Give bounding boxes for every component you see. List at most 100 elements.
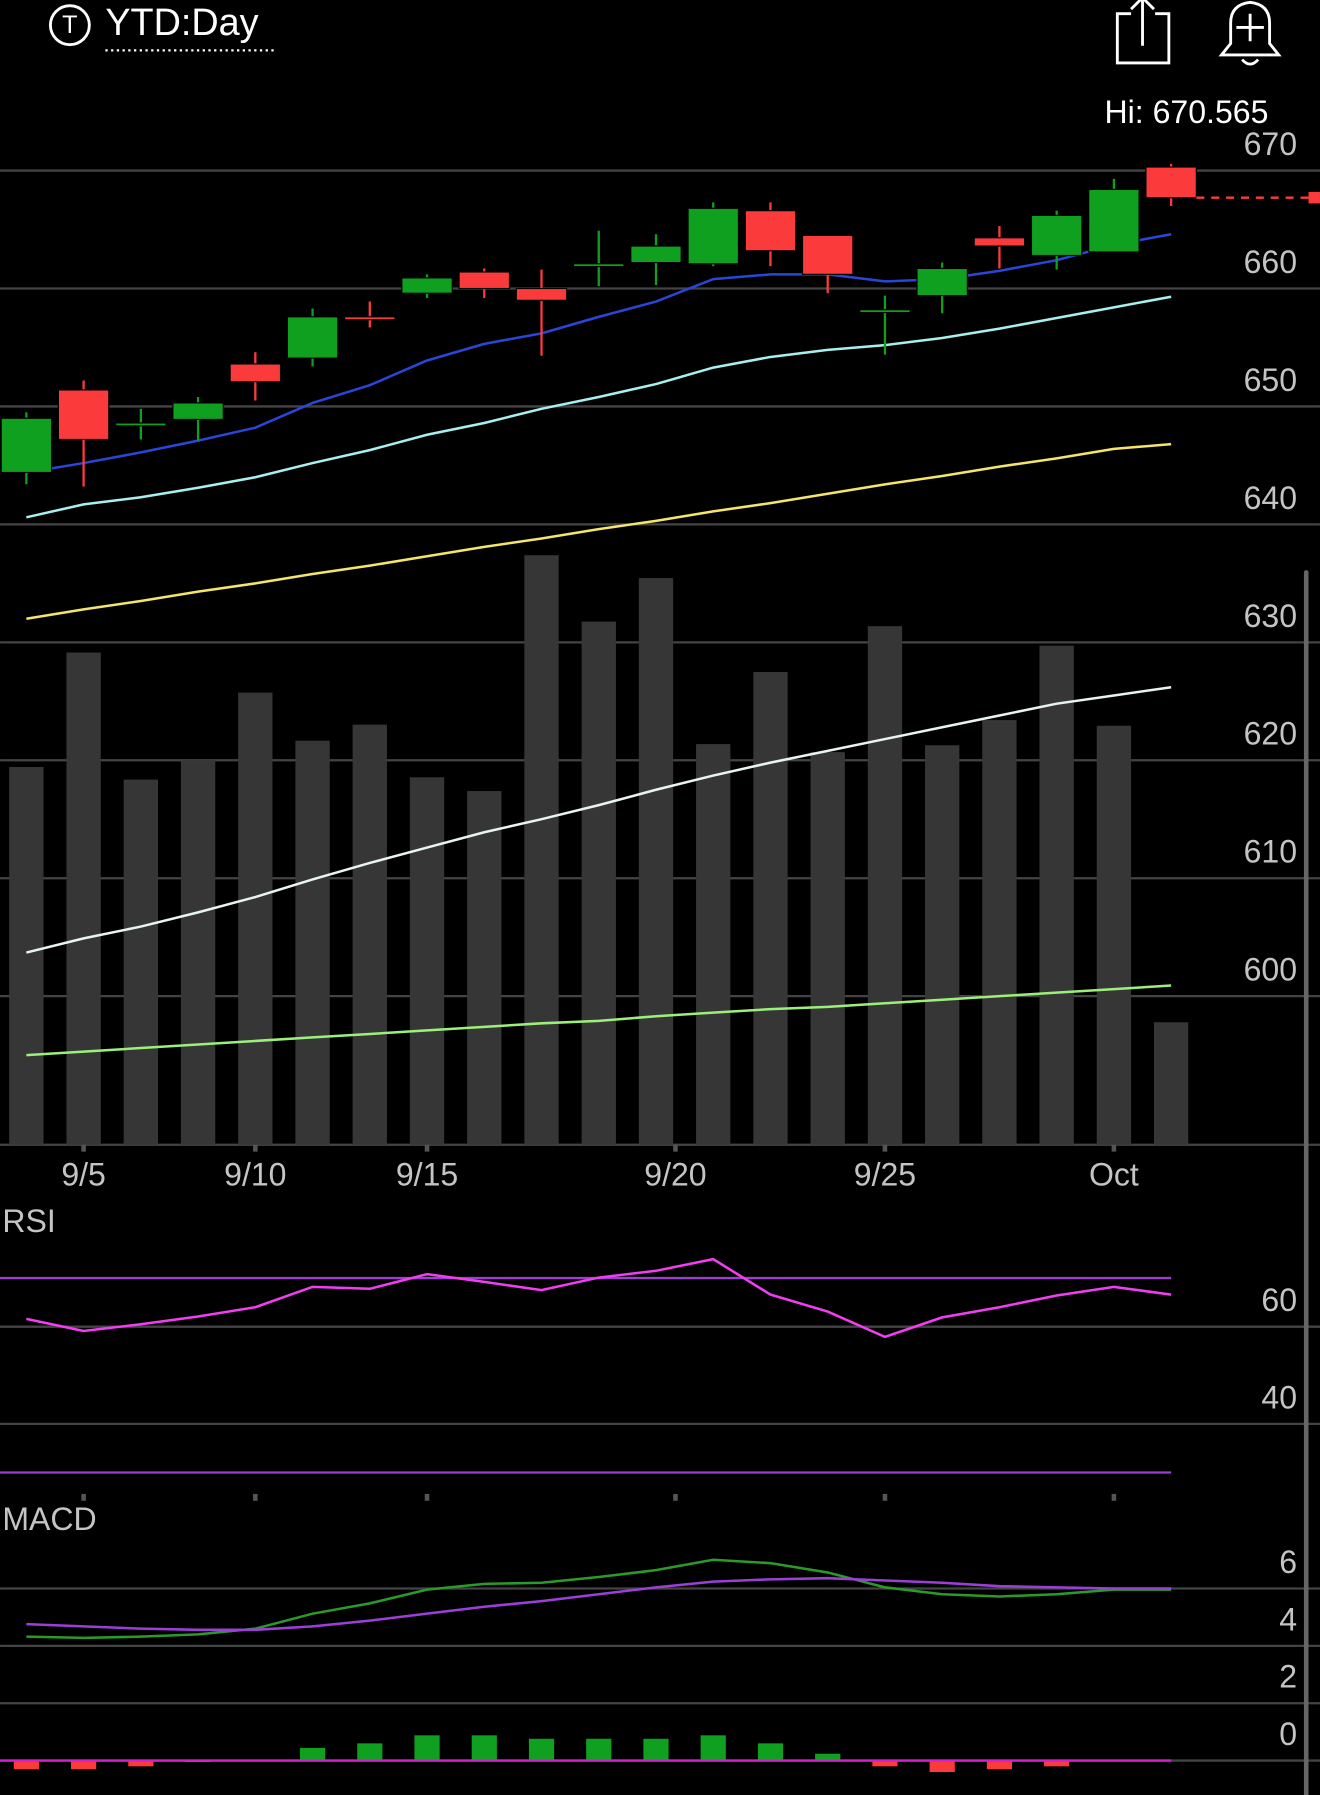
series-line xyxy=(26,1576,1172,1632)
volume-bar xyxy=(409,777,445,1145)
moving-average-line xyxy=(26,685,1172,954)
volume-bar xyxy=(810,752,845,1145)
candle-body xyxy=(801,234,854,275)
volume-bar xyxy=(982,720,1017,1145)
volume-bar xyxy=(753,671,788,1145)
alert-button[interactable] xyxy=(1218,0,1282,66)
x-tick-label: 9/15 xyxy=(396,1156,458,1192)
bell-clapper xyxy=(1241,58,1260,66)
volume-bar xyxy=(238,692,273,1145)
volume-bar xyxy=(123,779,159,1145)
candle-body xyxy=(1145,166,1197,199)
histogram-bar xyxy=(643,1738,669,1761)
symbol-icon xyxy=(48,4,91,47)
histogram-bar xyxy=(128,1760,154,1767)
histogram-bar xyxy=(71,1760,97,1770)
timeframe[interactable]: YTD:Day xyxy=(105,2,258,44)
volume-bar xyxy=(9,766,44,1145)
x-tick-label: 9/20 xyxy=(644,1156,706,1192)
volume-bar xyxy=(295,740,330,1145)
share-icon-box xyxy=(1115,12,1171,65)
y-tick-label: 60 xyxy=(1261,1282,1297,1318)
moving-average-line xyxy=(26,984,1172,1057)
y-tick-label: 660 xyxy=(1244,244,1297,280)
candle-body xyxy=(916,267,968,297)
candle-body xyxy=(115,422,167,427)
histogram-bar xyxy=(299,1747,326,1761)
volume-bar xyxy=(581,621,616,1145)
y-tick-label: 6 xyxy=(1279,1544,1297,1580)
candle-body xyxy=(1088,188,1140,253)
panel-title: MACD xyxy=(2,1501,96,1537)
candle-body xyxy=(572,263,625,268)
y-tick-label: 610 xyxy=(1244,834,1297,870)
bell-icon xyxy=(1218,0,1282,57)
candle-body xyxy=(515,287,568,301)
histogram-bar xyxy=(757,1743,784,1761)
histogram-bar xyxy=(414,1735,440,1761)
histogram-bar xyxy=(929,1760,955,1773)
y-tick-label: 600 xyxy=(1244,952,1297,988)
volume-bar xyxy=(66,652,101,1145)
volume-bar xyxy=(638,578,674,1145)
candle-body xyxy=(687,207,739,265)
candle-body xyxy=(1030,214,1083,257)
y-tick-label: 630 xyxy=(1244,598,1297,634)
symbol-icon-letter: T xyxy=(62,11,77,39)
panel-title: RSI xyxy=(2,1203,55,1239)
candle-body xyxy=(286,316,339,359)
histogram-bar xyxy=(815,1753,841,1761)
histogram-bar xyxy=(872,1760,898,1767)
x-tick-label: 9/5 xyxy=(61,1156,106,1192)
y-tick-label: 640 xyxy=(1244,480,1297,516)
histogram-bar xyxy=(357,1743,383,1761)
bell-plus xyxy=(1236,13,1264,42)
x-tick-label: 9/10 xyxy=(224,1156,286,1192)
candle-body xyxy=(0,417,53,474)
y-tick-label: 4 xyxy=(1279,1601,1297,1637)
moving-average-line xyxy=(26,295,1172,519)
header: T YTD:Day xyxy=(48,0,1282,66)
histogram-bar xyxy=(1044,1760,1070,1767)
histogram-bar xyxy=(471,1735,497,1761)
y-tick-label: 0 xyxy=(1279,1716,1297,1752)
candle-body xyxy=(172,402,224,421)
volume-bar xyxy=(925,745,960,1145)
y-tick-label: 2 xyxy=(1279,1659,1297,1695)
y-tick-label: 620 xyxy=(1244,716,1297,752)
volume-bar xyxy=(867,626,903,1145)
volume-bar xyxy=(467,791,502,1145)
moving-average-line xyxy=(26,232,1172,474)
histogram-bar xyxy=(13,1760,39,1770)
y-tick-label: 650 xyxy=(1244,362,1297,398)
last-price-marker xyxy=(1308,191,1320,204)
candle-body xyxy=(344,316,396,321)
candle-body xyxy=(57,389,110,441)
candle-body xyxy=(744,210,797,252)
volume-bar xyxy=(1039,645,1074,1145)
x-tick-label: 9/25 xyxy=(854,1156,916,1192)
histogram-bar xyxy=(986,1760,1013,1770)
volume-bar xyxy=(1096,725,1132,1145)
histogram-bar xyxy=(586,1738,612,1761)
y-tick-label: 40 xyxy=(1261,1379,1297,1415)
high-annotation: Hi: 670.565 xyxy=(1105,94,1269,130)
y-tick-label: 670 xyxy=(1244,126,1297,162)
volume-bar xyxy=(180,760,216,1145)
histogram-bar xyxy=(528,1738,555,1761)
candle-body xyxy=(973,237,1026,247)
candle-body xyxy=(859,309,911,314)
candle-body xyxy=(458,271,511,290)
share-icon-arrow xyxy=(1130,0,1155,46)
series-line xyxy=(26,1558,1172,1640)
series-line xyxy=(26,1257,1172,1339)
volume-bar xyxy=(696,744,731,1145)
share-button[interactable] xyxy=(1115,0,1171,65)
x-tick-label: Oct xyxy=(1089,1156,1139,1192)
candle-body xyxy=(401,277,453,294)
volume-bar xyxy=(1153,1022,1189,1145)
histogram-bar xyxy=(700,1735,726,1761)
volume-bar xyxy=(352,724,387,1145)
